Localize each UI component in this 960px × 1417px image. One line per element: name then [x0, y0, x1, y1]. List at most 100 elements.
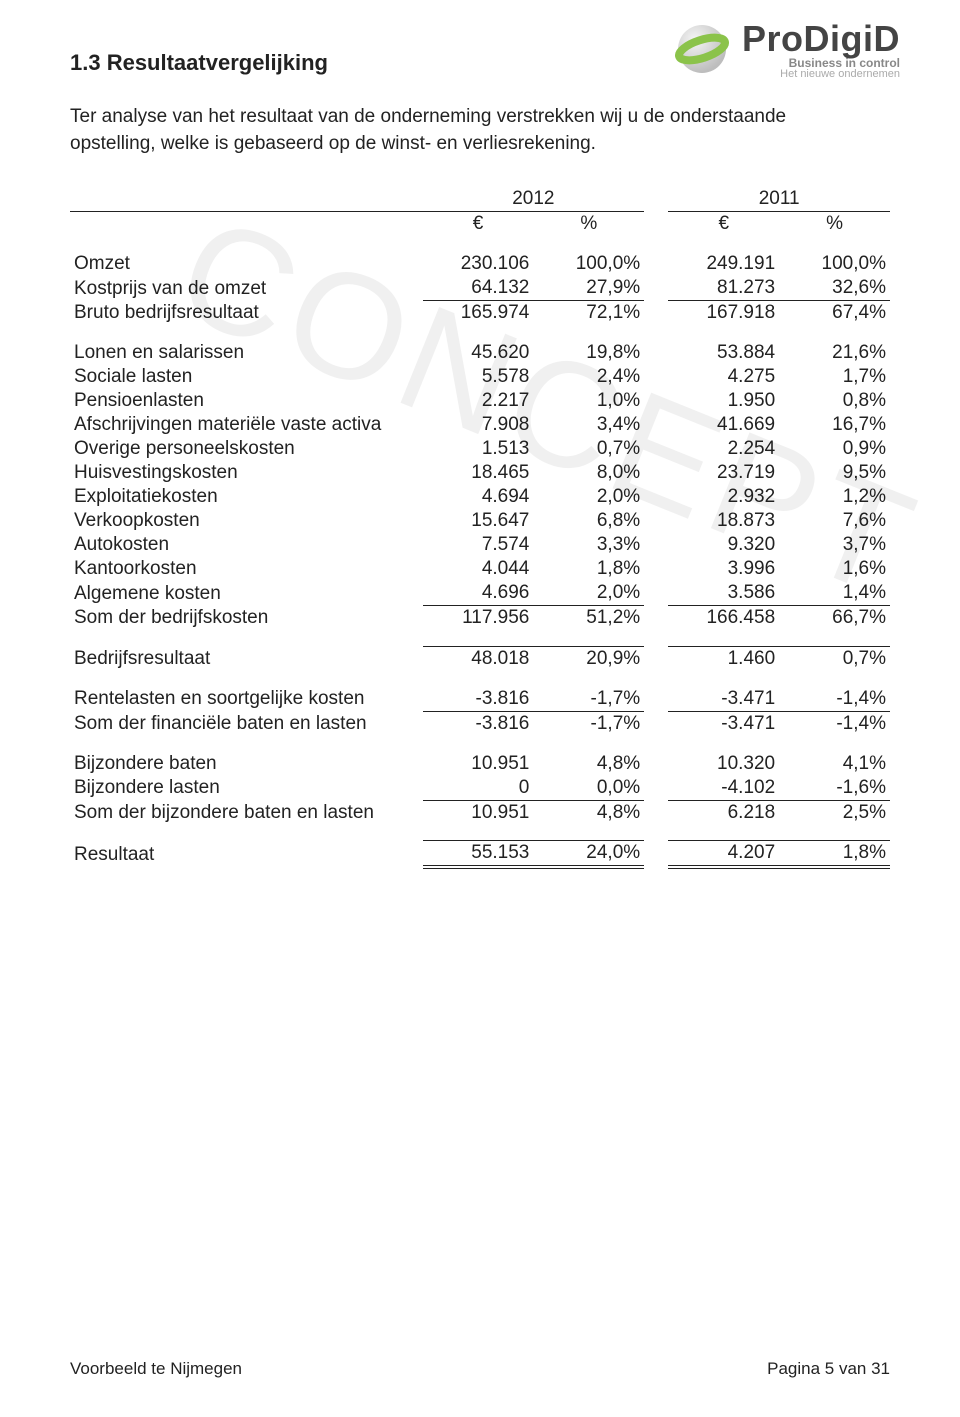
row-value: 2.254 [668, 437, 779, 461]
row-value: 1.513 [423, 437, 534, 461]
row-value: 10.951 [423, 800, 534, 825]
row-label: Verkoopkosten [70, 509, 423, 533]
table-row: Algemene kosten4.6962,0%3.5861,4% [70, 581, 890, 606]
row-value: 0 [423, 776, 534, 801]
row-value: 2,0% [533, 581, 644, 606]
row-value: 9,5% [779, 461, 890, 485]
row-value: 64.132 [423, 276, 534, 301]
col-eur-2: € [668, 212, 779, 237]
row-value: -3.816 [423, 711, 534, 736]
row-label: Huisvestingskosten [70, 461, 423, 485]
table-row: Overige personeelskosten1.5130,7%2.2540,… [70, 437, 890, 461]
row-value: 1,8% [533, 557, 644, 581]
row-value: 6.218 [668, 800, 779, 825]
row-value: 3.996 [668, 557, 779, 581]
table-row: Autokosten7.5743,3%9.3203,7% [70, 533, 890, 557]
row-value: 117.956 [423, 606, 534, 631]
row-value: 1.950 [668, 389, 779, 413]
row-value: 21,6% [779, 341, 890, 365]
result-comparison-table: 2012 2011 € % € % Omzet230.106100,0%249.… [70, 187, 890, 869]
row-label: Sociale lasten [70, 365, 423, 389]
row-value: 4,8% [533, 800, 644, 825]
row-value: 4.696 [423, 581, 534, 606]
row-value: 15.647 [423, 509, 534, 533]
row-label: Kantoorkosten [70, 557, 423, 581]
row-value: 51,2% [533, 606, 644, 631]
footer-left: Voorbeeld te Nijmegen [70, 1359, 242, 1379]
intro-paragraph: Ter analyse van het resultaat van de ond… [70, 104, 850, 157]
row-value: 67,4% [779, 301, 890, 326]
row-value: 7.574 [423, 533, 534, 557]
table-row: Verkoopkosten15.6476,8%18.8737,6% [70, 509, 890, 533]
document-page: CONCEPT ProDigiD Business in control Het… [0, 0, 960, 1417]
year-1: 2012 [423, 187, 645, 212]
row-value: 55.153 [423, 841, 534, 868]
row-value: 16,7% [779, 413, 890, 437]
row-value: 10.320 [668, 752, 779, 776]
row-value: 6,8% [533, 509, 644, 533]
row-value: -1,4% [779, 711, 890, 736]
row-value: -3.471 [668, 711, 779, 736]
row-value: 166.458 [668, 606, 779, 631]
row-label: Algemene kosten [70, 581, 423, 606]
table-row: Bijzondere lasten00,0%-4.102-1,6% [70, 776, 890, 801]
col-pct-1: % [533, 212, 644, 237]
row-value: 2,0% [533, 485, 644, 509]
row-label: Som der financiële baten en lasten [70, 711, 423, 736]
table-row: Huisvestingskosten18.4658,0% 23.7199,5% [70, 461, 890, 485]
footer-right: Pagina 5 van 31 [767, 1359, 890, 1379]
row-value: 3.586 [668, 581, 779, 606]
row-value: 230.106 [423, 252, 534, 276]
row-value: 23.719 [668, 461, 779, 485]
row-value: -1,7% [533, 711, 644, 736]
row-label: Afschrijvingen materiële vaste activa [70, 413, 423, 437]
row-value: 66,7% [779, 606, 890, 631]
row-value: 4.207 [668, 841, 779, 868]
row-label: Exploitatiekosten [70, 485, 423, 509]
row-label: Bijzondere baten [70, 752, 423, 776]
row-value: 72,1% [533, 301, 644, 326]
row-value: -1,7% [533, 687, 644, 712]
brand-logo: ProDigiD Business in control Het nieuwe … [600, 18, 900, 98]
row-value: 2.217 [423, 389, 534, 413]
row-label: Bruto bedrijfsresultaat [70, 301, 423, 326]
row-value: 24,0% [533, 841, 644, 868]
col-eur-1: € [423, 212, 534, 237]
row-label: Rentelasten en soortgelijke kosten [70, 687, 423, 712]
row-label: Bijzondere lasten [70, 776, 423, 801]
table-row: Kostprijs van de omzet64.13227,9%81.2733… [70, 276, 890, 301]
row-value: 48.018 [423, 646, 534, 671]
logo-sphere-icon [674, 21, 738, 77]
row-value: 3,7% [779, 533, 890, 557]
row-value: 7.908 [423, 413, 534, 437]
row-value: 1.460 [668, 646, 779, 671]
table-row: Lonen en salarissen45.62019,8%53.88421,6… [70, 341, 890, 365]
row-value: 41.669 [668, 413, 779, 437]
row-value: 0,8% [779, 389, 890, 413]
row-value: 27,9% [533, 276, 644, 301]
table-row: Rentelasten en soortgelijke kosten-3.816… [70, 687, 890, 712]
row-value: 4.694 [423, 485, 534, 509]
row-value: 0,7% [533, 437, 644, 461]
table-row: Bruto bedrijfsresultaat165.97472,1%167.9… [70, 301, 890, 326]
row-value: 18.465 [423, 461, 534, 485]
table-row: Bijzondere baten10.9514,8%10.3204,1% [70, 752, 890, 776]
row-label: Bedrijfsresultaat [70, 646, 423, 671]
row-value: 3,3% [533, 533, 644, 557]
row-label: Overige personeelskosten [70, 437, 423, 461]
row-value: 1,8% [779, 841, 890, 868]
row-value: 45.620 [423, 341, 534, 365]
col-pct-2: % [779, 212, 890, 237]
brand-name: ProDigiD [742, 18, 900, 60]
row-value: 0,0% [533, 776, 644, 801]
row-value: 4.044 [423, 557, 534, 581]
row-value: 100,0% [779, 252, 890, 276]
row-value: -1,4% [779, 687, 890, 712]
row-value: 5.578 [423, 365, 534, 389]
year-header-row: 2012 2011 [70, 187, 890, 212]
table-row: Sociale lasten5.5782,4%4.2751,7% [70, 365, 890, 389]
row-value: 8,0% [533, 461, 644, 485]
row-value: 4,8% [533, 752, 644, 776]
row-value: 2.932 [668, 485, 779, 509]
row-value: 19,8% [533, 341, 644, 365]
